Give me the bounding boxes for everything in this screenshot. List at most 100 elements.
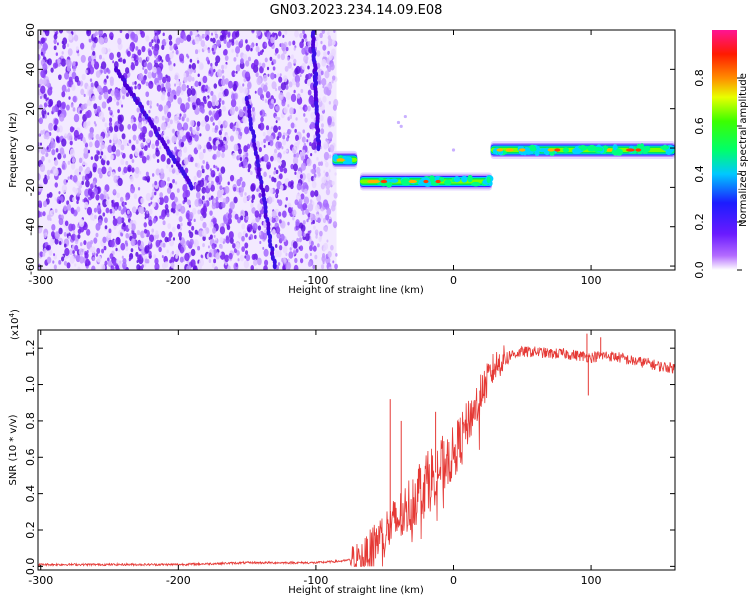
noise-speck bbox=[275, 226, 281, 234]
noise-speck bbox=[304, 253, 309, 260]
noise-speck bbox=[222, 30, 228, 36]
noise-speck bbox=[304, 138, 307, 142]
noise-speck bbox=[156, 159, 160, 163]
noise-speck bbox=[172, 50, 175, 54]
noise-speck bbox=[54, 118, 59, 126]
noise-speck bbox=[242, 115, 248, 124]
noise-speck bbox=[296, 96, 303, 105]
noise-speck bbox=[94, 154, 99, 162]
noise-speck bbox=[152, 217, 157, 224]
noise-speck bbox=[146, 178, 150, 183]
noise-speck bbox=[320, 40, 323, 45]
noise-speck bbox=[144, 258, 149, 264]
noise-speck bbox=[302, 129, 306, 134]
noise-speck bbox=[255, 71, 259, 78]
noise-speck bbox=[309, 213, 313, 218]
noise-speck bbox=[94, 123, 97, 127]
noise-speck bbox=[301, 210, 305, 215]
noise-speck bbox=[222, 197, 226, 203]
noise-speck bbox=[98, 135, 104, 143]
noise-speck bbox=[285, 149, 288, 153]
noise-speck bbox=[106, 75, 109, 79]
noise-speck bbox=[38, 133, 41, 137]
noise-speck bbox=[271, 210, 277, 219]
noise-speck bbox=[46, 175, 50, 180]
noise-speck bbox=[208, 197, 211, 201]
noise-speck bbox=[153, 254, 157, 259]
noise-speck bbox=[84, 142, 89, 148]
noise-speck bbox=[205, 30, 210, 37]
noise-speck bbox=[85, 103, 88, 107]
noise-speck bbox=[234, 213, 239, 220]
noise-speck bbox=[217, 91, 224, 100]
noise-speck bbox=[88, 141, 93, 148]
noise-speck bbox=[220, 78, 226, 87]
noise-speck bbox=[155, 57, 159, 63]
noise-speck bbox=[279, 184, 284, 191]
noise-speck bbox=[244, 192, 247, 196]
noise-speck bbox=[208, 110, 212, 116]
tone-texture bbox=[572, 147, 582, 155]
noise-speck bbox=[158, 104, 163, 112]
noise-speck bbox=[57, 153, 62, 160]
noise-speck bbox=[89, 247, 93, 253]
noise-speck bbox=[323, 170, 326, 174]
noise-speck bbox=[214, 266, 219, 270]
noise-speck bbox=[159, 171, 165, 180]
noise-speck bbox=[265, 91, 271, 99]
noise-speck bbox=[132, 117, 137, 123]
noise-speck bbox=[269, 188, 274, 194]
noise-speck bbox=[313, 177, 316, 181]
noise-speck bbox=[239, 176, 243, 182]
noise-speck bbox=[148, 202, 151, 207]
colorbar-tick-label: 0.8 bbox=[693, 69, 706, 87]
noise-speck bbox=[250, 184, 256, 192]
noise-speck bbox=[115, 149, 121, 157]
noise-speck bbox=[310, 240, 314, 246]
noise-speck bbox=[205, 123, 211, 132]
noise-speck bbox=[174, 146, 178, 152]
noise-speck bbox=[279, 73, 282, 77]
noise-speck bbox=[83, 121, 89, 130]
noise-speck bbox=[235, 120, 241, 129]
noise-speck bbox=[173, 43, 178, 51]
noise-speck bbox=[267, 73, 270, 77]
noise-speck bbox=[125, 160, 129, 166]
noise-speck bbox=[328, 266, 333, 270]
noise-speck bbox=[222, 49, 227, 56]
noise-speck bbox=[138, 231, 141, 236]
noise-speck bbox=[283, 258, 287, 263]
noise-speck bbox=[215, 196, 219, 201]
noise-speck bbox=[121, 255, 124, 259]
noise-speck bbox=[134, 80, 137, 85]
noise-speck bbox=[148, 219, 153, 227]
noise-speck bbox=[221, 145, 226, 153]
noise-speck bbox=[168, 166, 173, 173]
snr-content bbox=[38, 333, 675, 568]
snr-xlabel: Height of straight line (km) bbox=[288, 585, 424, 596]
y-tick-label: 0 bbox=[24, 145, 37, 152]
tone-texture bbox=[461, 175, 468, 183]
noise-speck bbox=[302, 149, 306, 155]
noise-speck bbox=[298, 237, 303, 243]
noise-speck bbox=[262, 246, 265, 250]
noise-speck bbox=[121, 85, 127, 95]
x-tick-label: 100 bbox=[581, 274, 602, 287]
noise-speck bbox=[38, 210, 41, 219]
noise-speck bbox=[235, 64, 241, 72]
noise-speck bbox=[210, 37, 213, 42]
noise-speck bbox=[316, 156, 319, 161]
noise-speck bbox=[285, 84, 289, 90]
noise-speck bbox=[322, 95, 327, 103]
noise-speck bbox=[160, 168, 164, 175]
noise-speck bbox=[154, 32, 157, 36]
noise-speck bbox=[143, 145, 148, 152]
noise-speck bbox=[115, 264, 120, 270]
noise-speck bbox=[243, 87, 248, 95]
noise-speck bbox=[81, 180, 85, 185]
stray-dot bbox=[399, 124, 403, 128]
noise-speck bbox=[261, 97, 265, 102]
noise-speck bbox=[295, 117, 298, 121]
noise-speck bbox=[303, 55, 309, 63]
tone-texture bbox=[453, 176, 460, 183]
